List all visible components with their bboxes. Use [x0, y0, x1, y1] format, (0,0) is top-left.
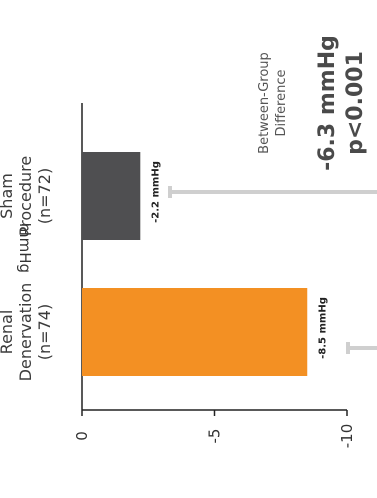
p-value: p<0.001	[343, 51, 368, 155]
tick-label: -10	[338, 424, 356, 449]
bar-value-label: -8.5 mmHg	[317, 297, 328, 359]
category-label: Sham	[0, 173, 16, 219]
value-axis-label: mmHg	[16, 223, 34, 273]
between-group-difference: -6.3 mmHg	[315, 35, 340, 171]
category-label: Procedure	[16, 156, 35, 236]
annotation-heading: Between-Group	[257, 52, 272, 154]
tick-label: -5	[206, 429, 224, 444]
annotation-heading: Difference	[274, 69, 289, 136]
between-group-annotation: Between-Group Difference -6.3 mmHg p<0.001	[168, 35, 377, 354]
category-n-label: (n=74)	[35, 304, 54, 360]
bar	[82, 288, 308, 376]
tick-label: 0	[73, 431, 91, 441]
category-n-label: (n=72)	[35, 168, 54, 224]
category-label: Renal	[0, 310, 16, 355]
value-axis-ticks: 0 -5 -10	[73, 410, 356, 448]
bar	[82, 152, 141, 240]
rotated-chart-group: 0 -5 -10 mmHg -8.5 mmHg -2.2 mmHg Renal Dene…	[0, 35, 377, 448]
category-label: Denervation	[16, 283, 35, 382]
category-labels: Renal Denervation (n=74) Sham Procedure (n=72…	[0, 156, 54, 382]
bars: -8.5 mmHg -2.2 mmHg	[82, 152, 328, 376]
bar-value-label: -2.2 mmHg	[150, 161, 161, 223]
